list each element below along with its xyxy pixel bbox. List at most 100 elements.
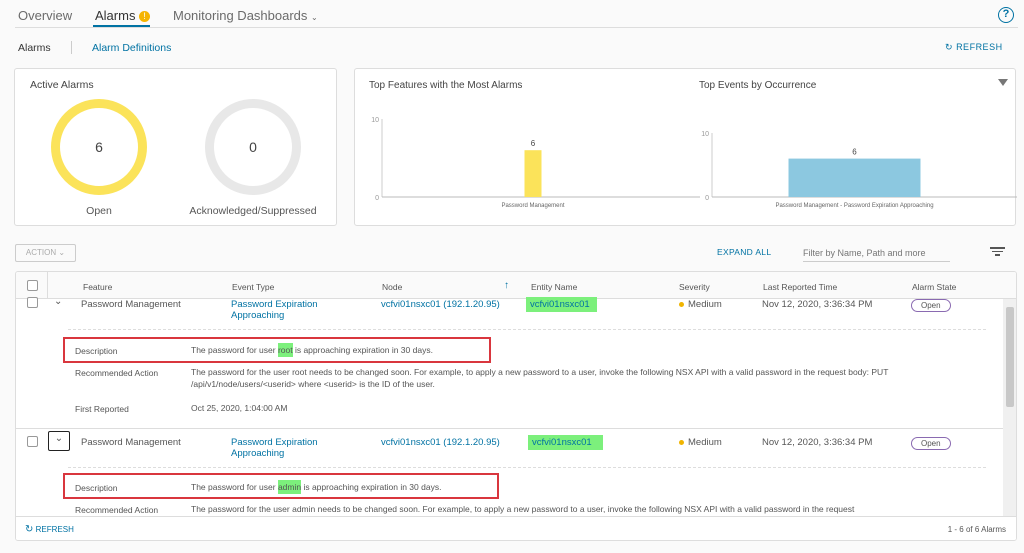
alarms-table: Feature Event Type Node ↑ Entity Name Se… [15, 271, 1017, 541]
y-tick-label: 0 [705, 195, 709, 202]
chart1-title: Top Features with the Most Alarms [369, 80, 523, 91]
action-label: ACTION [25, 248, 57, 257]
chevron-down-icon: ⌄ [311, 13, 318, 22]
col-alarm-state[interactable]: Alarm State [912, 282, 957, 292]
description-label: Description [75, 346, 118, 356]
refresh-label: REFRESH [956, 42, 1003, 52]
desc-text: The password for user [191, 482, 278, 492]
footer-refresh-button[interactable]: ↻ REFRESH [25, 524, 74, 535]
card-title: Active Alarms [30, 79, 94, 91]
detail-divider [68, 329, 986, 330]
recommended-action-label: Recommended Action [75, 368, 159, 378]
tab-overview[interactable]: Overview [18, 8, 73, 23]
active-alarms-card: Active Alarms 6 Open 0 Acknowledged/Supp… [14, 68, 337, 226]
y-tick-label: 10 [371, 117, 379, 124]
highlight-box [63, 473, 499, 499]
desc-text: is approaching expiration in 30 days. [301, 482, 442, 492]
alarm-state-badge[interactable]: Open [911, 437, 951, 450]
tab-alarms[interactable]: Alarms ! [95, 8, 151, 23]
refresh-icon: ↻ [25, 524, 34, 535]
desc-user: root [277, 343, 293, 357]
bar [524, 150, 542, 197]
ack-donut[interactable]: 0 [205, 99, 301, 195]
first-reported-value: Oct 25, 2020, 1:04:00 AM [191, 403, 288, 413]
node-link[interactable]: vcfvi01nsxc01 (192.1.20.95) [381, 299, 500, 310]
detail-divider [68, 467, 986, 468]
expand-all-button[interactable]: EXPAND ALL [717, 247, 772, 257]
severity: Medium [679, 299, 722, 310]
recommended-action-value: The password for the user admin needs to… [191, 504, 855, 514]
table-row: ⌄ Password Management Password Expiratio… [16, 296, 1003, 429]
data-label: 6 [531, 139, 536, 148]
open-donut[interactable]: 6 [51, 99, 147, 195]
severity-dot-icon [679, 440, 684, 445]
warning-icon: ! [139, 11, 151, 22]
col-severity[interactable]: Severity [679, 282, 710, 292]
recommended-action-label: Recommended Action [75, 505, 159, 515]
y-tick-label: 0 [375, 195, 379, 202]
charts-svg: 0 10 6 Password Management 0 10 6 Password Mana… [371, 117, 1017, 209]
col-node[interactable]: Node [382, 282, 403, 292]
description-value: The password for user admin is approachi… [191, 480, 442, 494]
desc-user: admin [277, 480, 302, 494]
highlight-box [63, 337, 491, 363]
charts-card: Top Features with the Most Alarms Top Ev… [354, 68, 1017, 226]
footer-refresh-label: REFRESH [35, 525, 74, 534]
subnav-alarms[interactable]: Alarms [18, 42, 51, 54]
event-type-link[interactable]: Password Expiration Approaching [231, 437, 318, 459]
table-row: ⌄ Password Management Password Expiratio… [16, 429, 1003, 519]
last-reported-time: Nov 12, 2020, 3:36:34 PM [762, 437, 873, 448]
col-feature[interactable]: Feature [83, 282, 113, 292]
refresh-button[interactable]: ↻ REFRESH [945, 42, 1003, 53]
collapse-chevron-icon[interactable]: ⌄ [48, 431, 70, 451]
col-last-reported[interactable]: Last Reported Time [763, 282, 838, 292]
severity-label: Medium [688, 437, 722, 448]
severity-dot-icon [679, 302, 684, 307]
collapse-chevron-icon[interactable]: ⌄ [54, 296, 63, 307]
subnav-alarm-definitions[interactable]: Alarm Definitions [92, 42, 172, 54]
col-entity-name[interactable]: Entity Name [531, 282, 578, 292]
ack-count: 0 [249, 139, 257, 155]
row-checkbox[interactable] [27, 297, 38, 308]
last-reported-time: Nov 12, 2020, 3:36:34 PM [762, 299, 873, 310]
scrollbar[interactable] [1003, 299, 1016, 516]
help-icon[interactable]: ? [998, 7, 1014, 23]
description-value: The password for user root is approachin… [191, 343, 433, 357]
filter-icon[interactable] [998, 79, 1008, 86]
filter-input[interactable] [803, 244, 950, 262]
description-label: Description [75, 483, 118, 493]
ack-label: Acknowledged/Suppressed [189, 205, 317, 217]
desc-text: is approaching expiration in 30 days. [292, 345, 433, 355]
pagination-count: 1 - 6 of 6 Alarms [947, 525, 1006, 534]
x-tick-label: Password Management - Password Expiratio… [775, 203, 933, 209]
chart2-title: Top Events by Occurrence [699, 80, 817, 91]
refresh-icon: ↻ [945, 42, 954, 52]
tab-alarms-label: Alarms [95, 8, 136, 23]
feature-cell: Password Management [81, 437, 181, 448]
tab-monitoring-dashboards[interactable]: Monitoring Dashboards ⌄ [173, 8, 318, 23]
severity: Medium [679, 437, 722, 448]
node-link[interactable]: vcfvi01nsxc01 (192.1.20.95) [381, 437, 500, 448]
tab-divider [15, 27, 1018, 28]
x-tick-label: Password Management [501, 203, 564, 209]
table-header: Feature Event Type Node ↑ Entity Name Se… [16, 272, 1016, 299]
subnav-divider [71, 41, 72, 54]
event-type-link[interactable]: Password Expiration Approaching [231, 299, 318, 321]
alarm-state-badge[interactable]: Open [911, 299, 951, 312]
row-checkbox[interactable] [27, 436, 38, 447]
open-count: 6 [95, 139, 103, 155]
severity-label: Medium [688, 299, 722, 310]
entity-name[interactable]: vcfvi01nsxc01 [526, 297, 597, 312]
data-label: 6 [852, 148, 857, 157]
select-all-checkbox[interactable] [27, 280, 38, 291]
sort-asc-icon[interactable]: ↑ [504, 280, 509, 291]
column-filter-icon[interactable] [990, 247, 1005, 256]
action-dropdown[interactable]: ACTION ⌄ [15, 244, 76, 262]
desc-text: The password for user [191, 345, 278, 355]
row-divider [16, 428, 1003, 429]
entity-name[interactable]: vcfvi01nsxc01 [528, 435, 603, 450]
active-tab-indicator [93, 25, 150, 27]
col-event-type[interactable]: Event Type [232, 282, 275, 292]
scrollbar-thumb[interactable] [1006, 307, 1014, 407]
feature-cell: Password Management [81, 299, 181, 310]
